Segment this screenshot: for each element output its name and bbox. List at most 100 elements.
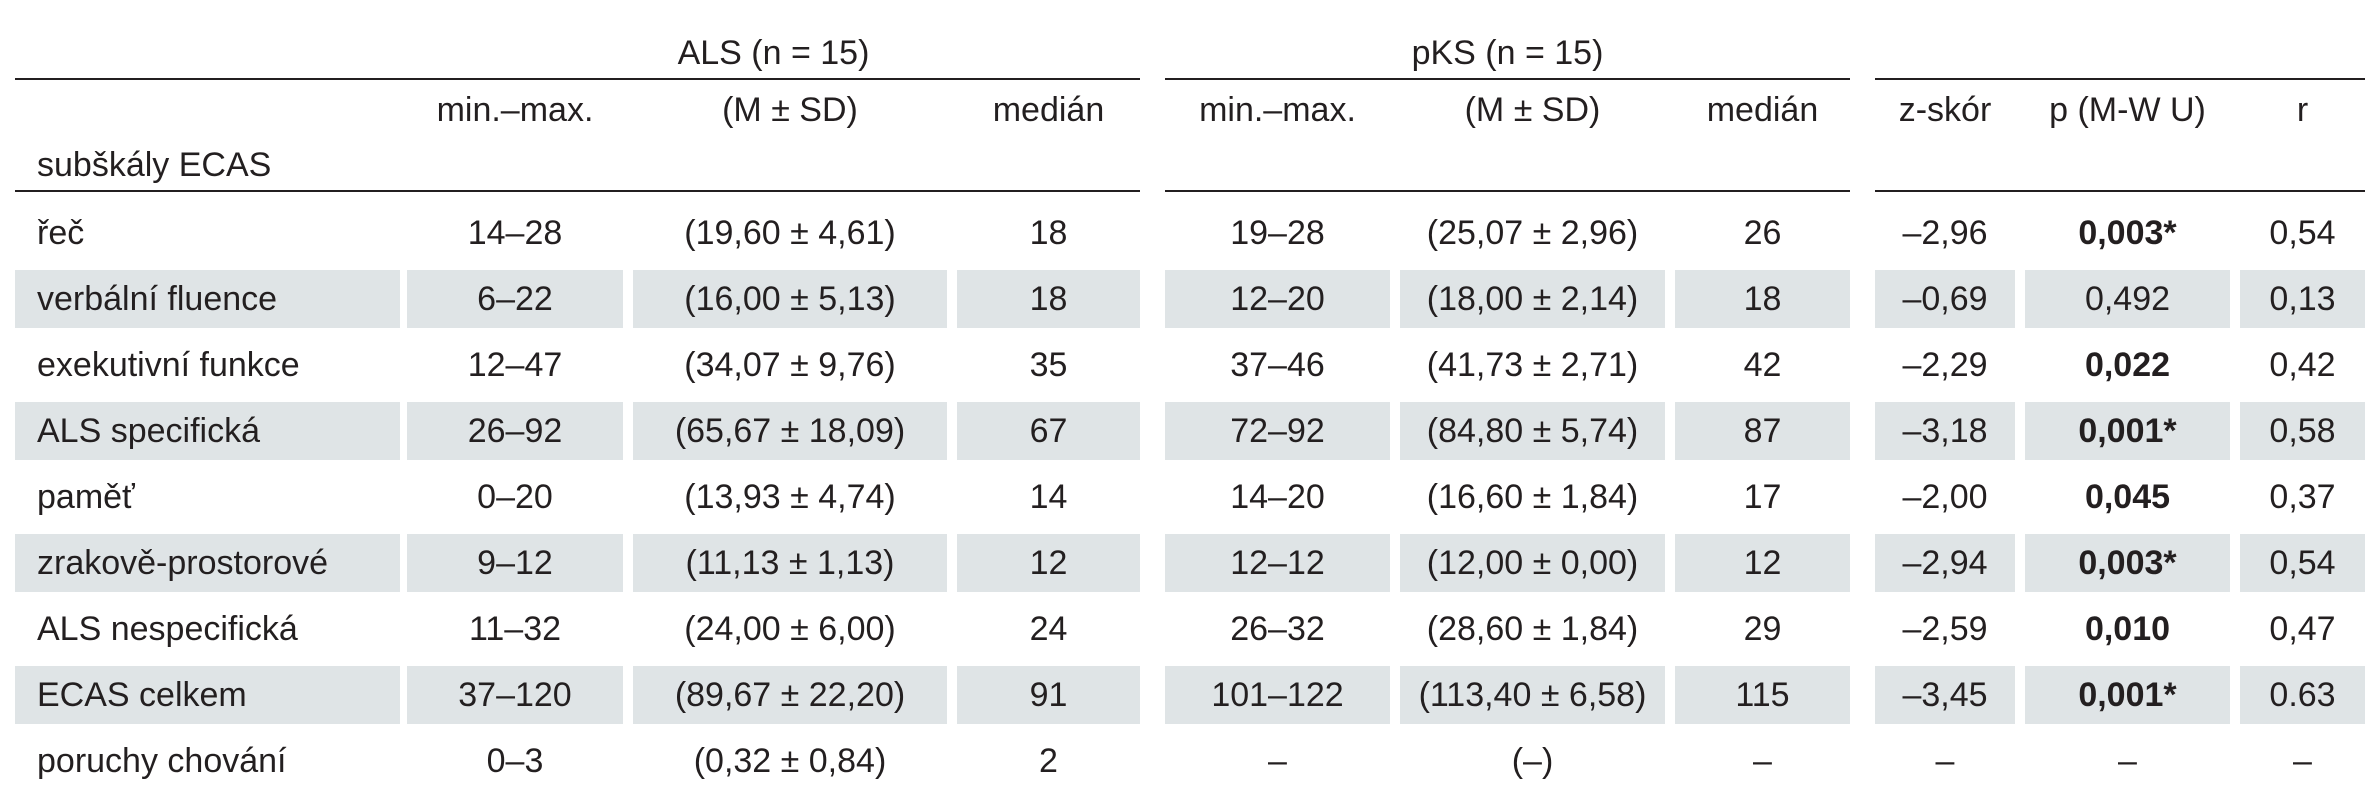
row-shade-7-3 [957,666,1140,724]
table-cell-pks-median: – [1753,742,1772,780]
row-shade-1-0 [15,270,400,328]
table-cell-p: 0,001* [2078,676,2177,714]
table-cell-als-median: 2 [1039,742,1058,780]
row-label: zrakově-prostorové [37,544,329,582]
row-shade-7-4 [1165,666,1390,724]
column-header-label: subškály ECAS [37,145,272,184]
table-cell-als-minmax: 12–47 [467,346,563,384]
table-cell-pks-msd: (113,40 ± 6,58) [1418,676,1647,714]
row-shade-5-5 [1400,534,1665,592]
table-cell-als-msd: (0,32 ± 0,84) [693,742,887,780]
table-cell-r: 0,54 [2269,544,2336,582]
table-cell-p: 0,022 [2084,346,2171,384]
column-header-p: p (M-W U) [2049,90,2206,129]
table-cell-pks-minmax: 14–20 [1230,478,1325,516]
row-shade-1-7 [1875,270,2015,328]
table-cell-z: –2,96 [1902,214,1988,252]
row-shade-3-1 [407,402,623,460]
row-shade-5-6 [1675,534,1850,592]
column-header-pks-median: medián [1706,90,1819,129]
row-shade-3-4 [1165,402,1390,460]
table-cell-pks-msd: (12,00 ± 0,00) [1426,544,1639,582]
table-cell-r: 0,58 [2269,412,2336,450]
row-shade-7-6 [1675,666,1850,724]
table-cell-z: –3,45 [1902,676,1988,714]
row-shade-7-9 [2240,666,2365,724]
rule-header-left [15,190,1140,192]
row-label: řeč [37,214,85,252]
row-shade-3-9 [2240,402,2365,460]
table-cell-als-median: 35 [1029,346,1068,384]
row-shade-7-8 [2025,666,2230,724]
row-shade-1-5 [1400,270,1665,328]
table-cell-z: –2,29 [1902,346,1988,384]
table-cell-als-minmax: 14–28 [467,214,563,252]
table-cell-pks-minmax: 72–92 [1230,412,1325,450]
table-cell-als-minmax: 0–3 [486,742,544,780]
table-cell-pks-minmax: 19–28 [1230,214,1325,252]
row-label: verbální fluence [37,280,278,318]
table-cell-pks-msd: (18,00 ± 2,14) [1426,280,1639,318]
row-shade-3-2 [633,402,947,460]
row-shade-1-8 [2025,270,2230,328]
row-shade-1-4 [1165,270,1390,328]
rule-top-left [15,78,1140,80]
table-cell-pks-minmax: 12–12 [1230,544,1325,582]
column-header-pks-minmax: min.–max. [1199,90,1356,129]
row-label: exekutivní funkce [37,346,300,384]
table-cell-als-median: 14 [1029,478,1068,516]
table-cell-pks-minmax: 101–122 [1211,676,1344,714]
rule-header-mid [1165,190,1850,192]
row-shade-1-1 [407,270,623,328]
table-cell-als-msd: (65,67 ± 18,09) [674,412,906,450]
table-cell-p: 0,492 [2084,280,2171,318]
table-cell-r: 0,54 [2269,214,2336,252]
table-cell-pks-msd: (25,07 ± 2,96) [1426,214,1639,252]
table-cell-z: –2,00 [1902,478,1988,516]
table-cell-z: – [1935,742,1955,780]
row-shade-7-5 [1400,666,1665,724]
table-cell-pks-msd: (84,80 ± 5,74) [1426,412,1639,450]
group-header-pks: pKS (n = 15) [1411,33,1604,72]
table-cell-als-minmax: 9–12 [477,544,553,582]
row-shade-3-0 [15,402,400,460]
table-cell-pks-median: 17 [1743,478,1782,516]
table-cell-z: –2,94 [1902,544,1988,582]
table-cell-r: 0,13 [2269,280,2336,318]
table-cell-als-median: 91 [1029,676,1068,714]
row-shade-1-3 [957,270,1140,328]
row-label: paměť [37,478,135,516]
row-shade-1-2 [633,270,947,328]
table-cell-als-median: 18 [1029,280,1068,318]
table-cell-pks-median: 29 [1743,610,1782,648]
table-cell-r: 0,42 [2269,346,2336,384]
table-cell-als-msd: (34,07 ± 9,76) [684,346,896,384]
table-cell-p: – [2118,742,2137,780]
table-cell-als-msd: (16,00 ± 5,13) [684,280,896,318]
row-shade-3-6 [1675,402,1850,460]
table-cell-r: 0.63 [2269,676,2336,714]
column-header-r: r [2296,90,2309,129]
rule-top-right [1875,78,2365,80]
table-cell-als-minmax: 0–20 [477,478,553,516]
table-cell-p: 0,003* [2078,544,2177,582]
table-cell-r: 0,47 [2269,610,2336,648]
group-header-als: ALS (n = 15) [677,33,870,72]
table-cell-z: –2,59 [1902,610,1988,648]
row-shade-3-7 [1875,402,2015,460]
row-shade-3-5 [1400,402,1665,460]
table-cell-pks-minmax: 12–20 [1230,280,1325,318]
table-cell-als-minmax: 6–22 [477,280,553,318]
table-cell-pks-msd: (16,60 ± 1,84) [1426,478,1639,516]
table-cell-p: 0,045 [2084,478,2171,516]
row-shade-5-8 [2025,534,2230,592]
row-shade-7-1 [407,666,623,724]
row-shade-5-1 [407,534,623,592]
row-label: ECAS celkem [37,676,247,714]
table-cell-pks-median: 115 [1735,676,1790,714]
column-header-pks-msd: (M ± SD) [1464,90,1601,129]
table-cell-r: 0,37 [2269,478,2336,516]
table-cell-pks-msd: (28,60 ± 1,84) [1426,610,1639,648]
row-shade-3-8 [2025,402,2230,460]
